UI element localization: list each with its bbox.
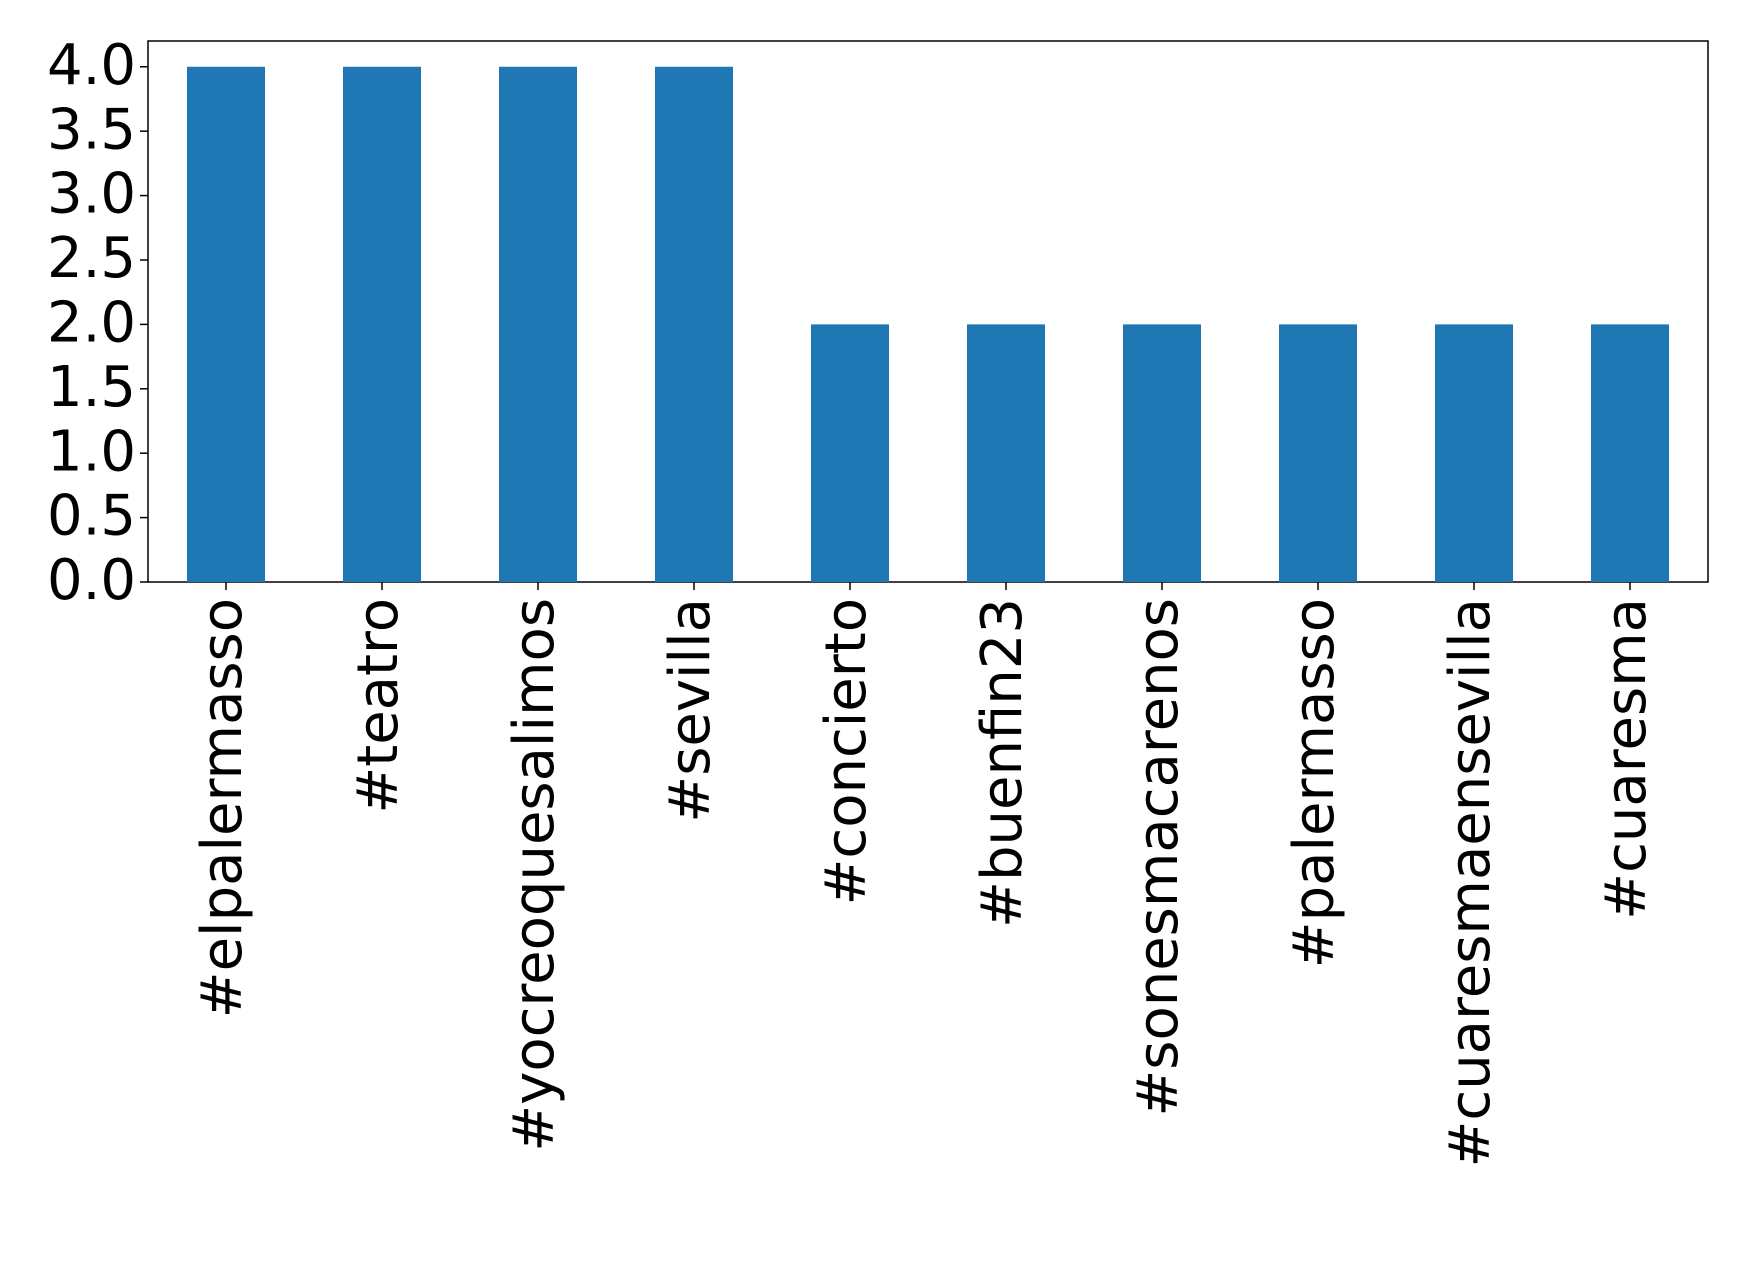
y-tick-label: 3.0: [47, 162, 136, 227]
bar: [1435, 324, 1513, 582]
x-tick-label: #concierto: [814, 598, 879, 906]
y-tick-label: 1.0: [47, 419, 136, 484]
x-tick-label: #buenfin23: [970, 598, 1035, 928]
y-tick-label: 0.5: [47, 484, 136, 549]
x-tick-label: #sevilla: [658, 598, 723, 823]
x-tick-label: #sonesmacarenos: [1126, 598, 1191, 1117]
bar: [1591, 324, 1669, 582]
plot-frame: [147, 40, 1709, 583]
bar: [655, 66, 733, 582]
bar: [187, 66, 265, 582]
x-tick-label: #elpalermasso: [190, 598, 255, 1018]
bar: [1279, 324, 1357, 582]
x-tick-label: #palermasso: [1282, 598, 1347, 968]
x-tick-label: #cuaresmaensevilla: [1438, 598, 1503, 1168]
bar: [343, 66, 421, 582]
y-tick-label: 2.5: [47, 226, 136, 291]
y-tick-label: 0.0: [47, 548, 136, 613]
y-tick-label: 1.5: [47, 355, 136, 420]
x-tick-label: #teatro: [346, 598, 411, 814]
y-tick-label: 4.0: [47, 33, 136, 98]
x-tick-label: #cuaresma: [1594, 598, 1659, 920]
bar: [499, 66, 577, 582]
bar: [967, 324, 1045, 582]
bar: [811, 324, 889, 582]
y-tick-label: 3.5: [47, 97, 136, 162]
x-tick-label: #yocreoquesalimos: [502, 598, 567, 1152]
bar: [1123, 324, 1201, 582]
y-tick-label: 2.0: [47, 291, 136, 356]
